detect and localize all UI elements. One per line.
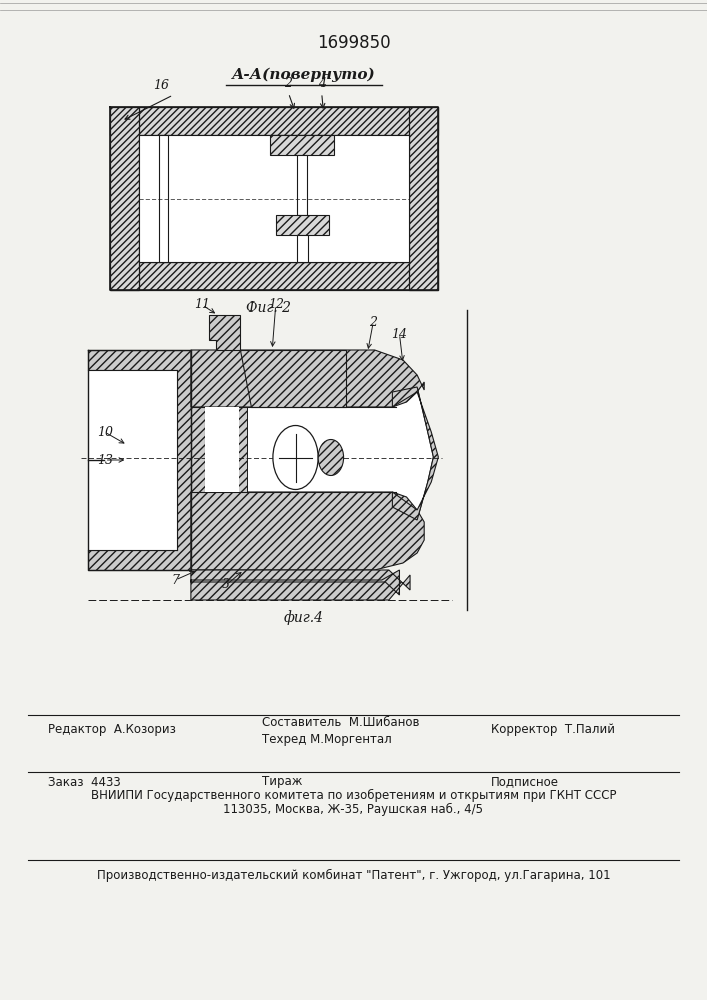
Polygon shape: [139, 135, 409, 262]
Circle shape: [273, 426, 318, 489]
Polygon shape: [297, 155, 307, 215]
Text: 11: 11: [194, 298, 210, 312]
Text: 113035, Москва, Ж-35, Раушская наб., 4/5: 113035, Москва, Ж-35, Раушская наб., 4/5: [223, 802, 484, 816]
Polygon shape: [110, 262, 438, 290]
Text: Составитель  М.Шибанов: Составитель М.Шибанов: [262, 716, 419, 730]
Text: Редактор  А.Козориз: Редактор А.Козориз: [48, 724, 176, 736]
Polygon shape: [191, 407, 247, 492]
Polygon shape: [205, 407, 239, 492]
Text: 2: 2: [369, 316, 378, 328]
Text: 2: 2: [284, 77, 293, 90]
Polygon shape: [88, 370, 177, 550]
Polygon shape: [191, 492, 424, 570]
Polygon shape: [276, 215, 329, 235]
Polygon shape: [209, 315, 240, 350]
Polygon shape: [409, 107, 438, 290]
Polygon shape: [110, 107, 139, 290]
Text: 4: 4: [317, 77, 326, 90]
Text: А-А(повернуто): А-А(повернуто): [232, 68, 376, 82]
Circle shape: [318, 440, 344, 476]
Text: Заказ  4433: Заказ 4433: [48, 776, 121, 788]
Polygon shape: [159, 135, 168, 262]
Polygon shape: [88, 350, 191, 570]
Text: 10: 10: [97, 426, 112, 438]
Text: 14: 14: [392, 328, 407, 340]
Text: 1699850: 1699850: [317, 34, 390, 52]
Text: 16: 16: [153, 79, 169, 92]
Text: Тираж: Тираж: [262, 776, 302, 788]
Text: фиг.4: фиг.4: [284, 611, 324, 625]
Text: ВНИИПИ Государственного комитета по изобретениям и открытиям при ГКНТ СССР: ВНИИПИ Государственного комитета по изоб…: [90, 788, 617, 802]
Text: Техред М.Моргентал: Техред М.Моргентал: [262, 734, 392, 746]
Polygon shape: [392, 387, 438, 520]
Text: Подписное: Подписное: [491, 776, 559, 788]
Polygon shape: [191, 387, 433, 520]
Polygon shape: [191, 350, 424, 407]
Text: 13: 13: [97, 454, 112, 466]
Polygon shape: [240, 350, 346, 407]
Text: 3: 3: [222, 578, 230, 591]
Polygon shape: [297, 235, 308, 262]
Polygon shape: [191, 570, 410, 600]
Text: Производственно-издательский комбинат "Патент", г. Ужгород, ул.Гагарина, 101: Производственно-издательский комбинат "П…: [97, 868, 610, 882]
Text: 12: 12: [268, 298, 284, 312]
Polygon shape: [270, 135, 334, 155]
Polygon shape: [110, 107, 438, 135]
Text: 7: 7: [171, 574, 180, 586]
Text: Фиг. 2: Фиг. 2: [246, 301, 291, 315]
Text: Корректор  Т.Палий: Корректор Т.Палий: [491, 724, 615, 736]
